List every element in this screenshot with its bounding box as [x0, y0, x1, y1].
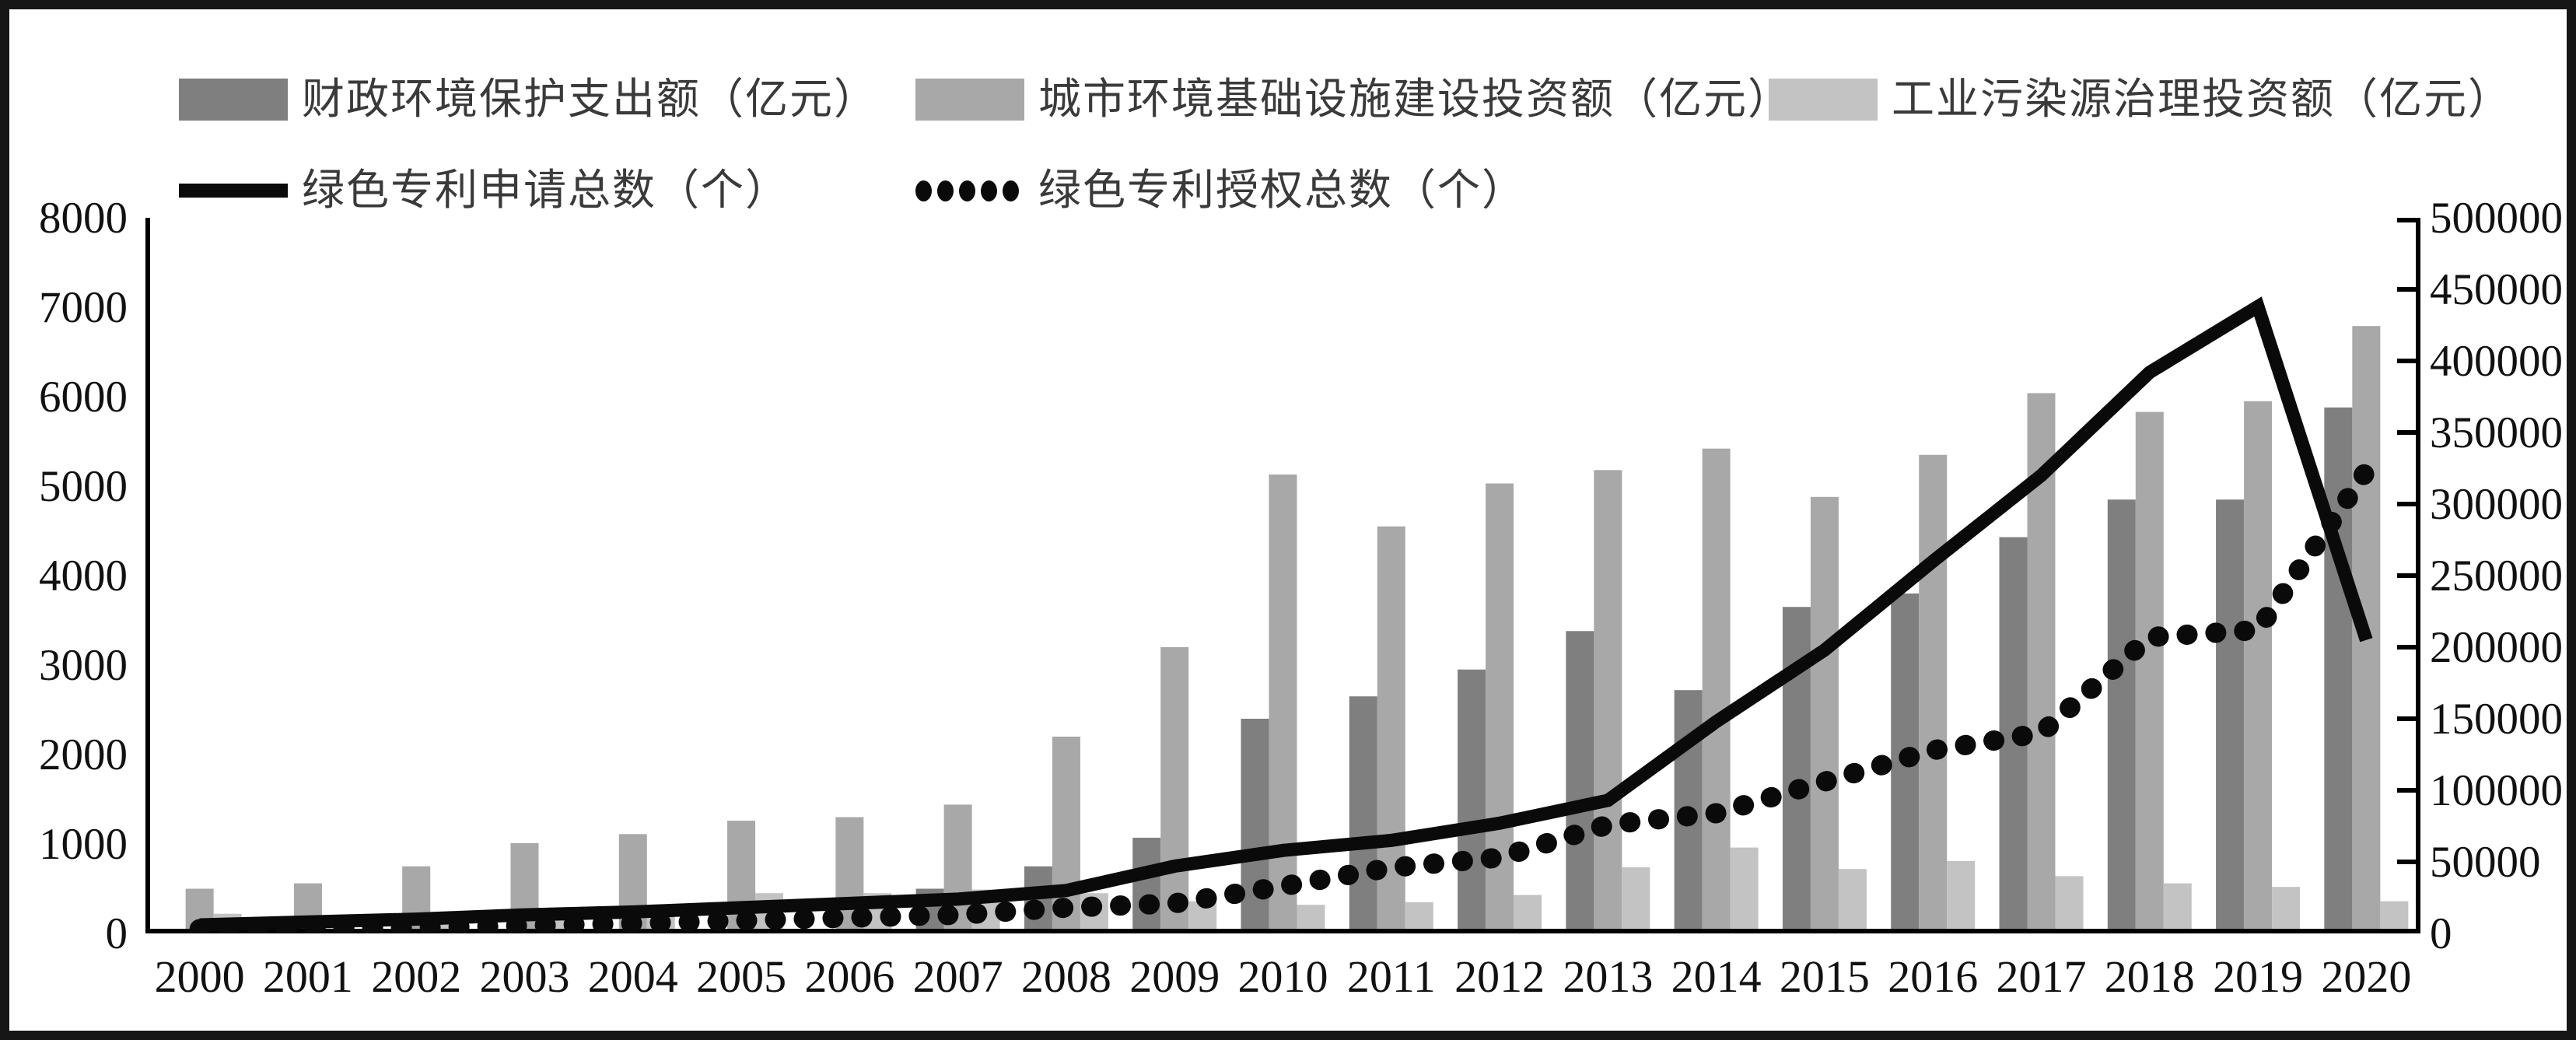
- legend-label: 城市环境基础设施建设投资额（亿元）: [1038, 75, 1793, 123]
- legend-label: 绿色专利申请总数（个）: [302, 166, 790, 214]
- right-axis-tick-labels: 0 50000 100000 150000 200000 250000 300000 3500…: [2430, 194, 2563, 958]
- legend-swatch-medium-bar-icon: [915, 79, 1024, 121]
- legend-item-grants: 绿色专利授权总数（个）: [915, 167, 1526, 214]
- legend-swatch-dark-bar-icon: [179, 79, 288, 121]
- legend-item-applications: 绿色专利申请总数（个）: [179, 167, 789, 214]
- legend-label: 绿色专利授权总数（个）: [1038, 166, 1527, 214]
- legend-item-fiscal: 财政环境保护支出额（亿元）: [179, 76, 878, 123]
- legend-label: 财政环境保护支出额（亿元）: [302, 75, 879, 123]
- legend-item-industrial: 工业污染源治理投资额（亿元）: [1769, 76, 2512, 123]
- x-axis-year-labels: 2000 2001 2002 2003 2004 2005 2006 2007 2008 2009…: [154, 951, 2412, 1002]
- legend-swatch-light-bar-icon: [1769, 79, 1878, 121]
- legend-swatch-solid-line-icon: [179, 184, 288, 198]
- legend-item-urban: 城市环境基础设施建设投资额（亿元）: [915, 76, 1792, 123]
- legend-label: 工业污染源治理投资额（亿元）: [1892, 75, 2513, 123]
- legend-swatch-dotted-line-icon: [915, 180, 1024, 201]
- left-axis-tick-labels: 0 1000 2000 3000 4000 5000 6000 7000 8000: [39, 194, 128, 958]
- chart-plot-area: [145, 218, 2420, 933]
